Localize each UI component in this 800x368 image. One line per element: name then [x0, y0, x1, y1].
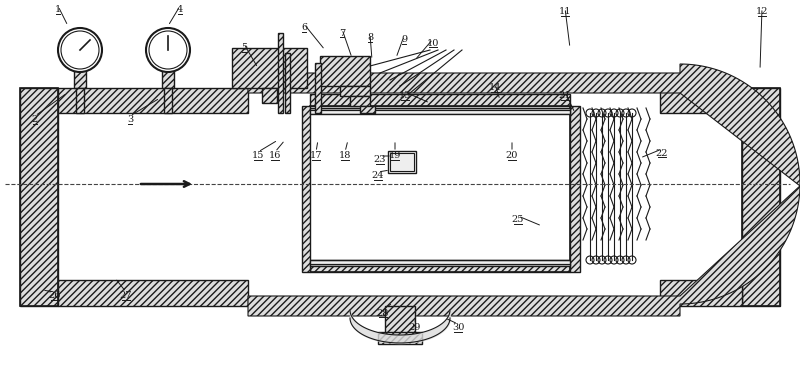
- Text: 25: 25: [512, 216, 524, 224]
- Text: 15: 15: [252, 152, 264, 160]
- Text: 23: 23: [374, 156, 386, 164]
- Bar: [388, 151, 416, 173]
- Text: 14: 14: [489, 84, 502, 92]
- Text: 12: 12: [756, 7, 768, 17]
- Bar: [310, 106, 570, 272]
- Text: 27: 27: [120, 291, 132, 301]
- Bar: [162, 70, 174, 88]
- Bar: [390, 153, 414, 171]
- Text: 9: 9: [401, 35, 407, 45]
- Bar: [742, 88, 780, 306]
- Text: 13: 13: [398, 92, 411, 100]
- Text: 29: 29: [409, 323, 421, 333]
- Bar: [232, 48, 307, 88]
- Bar: [76, 88, 84, 113]
- Bar: [310, 108, 570, 114]
- Text: 24: 24: [372, 171, 384, 180]
- Text: 6: 6: [301, 24, 307, 32]
- Bar: [58, 88, 248, 113]
- Bar: [310, 260, 570, 266]
- Bar: [278, 33, 283, 113]
- Text: 5: 5: [241, 43, 247, 53]
- Bar: [262, 88, 277, 103]
- Text: 8: 8: [367, 33, 373, 42]
- Bar: [320, 56, 370, 86]
- Text: 30: 30: [452, 323, 464, 333]
- Bar: [385, 306, 415, 334]
- Bar: [310, 260, 570, 272]
- Bar: [58, 280, 248, 306]
- Text: 11: 11: [558, 7, 571, 17]
- Bar: [660, 280, 742, 306]
- Bar: [74, 70, 86, 88]
- Bar: [20, 88, 58, 306]
- Text: 22: 22: [656, 149, 668, 158]
- Text: 21: 21: [558, 92, 571, 100]
- Text: 1: 1: [55, 6, 61, 14]
- Polygon shape: [248, 186, 800, 316]
- Text: 7: 7: [339, 28, 345, 38]
- Bar: [310, 94, 570, 106]
- Bar: [378, 332, 422, 344]
- Bar: [350, 96, 370, 106]
- Text: 3: 3: [127, 116, 133, 124]
- Bar: [20, 88, 58, 306]
- Text: 20: 20: [506, 152, 518, 160]
- Bar: [164, 88, 172, 113]
- Text: 10: 10: [427, 39, 439, 47]
- Text: 19: 19: [389, 152, 401, 160]
- Bar: [742, 88, 780, 306]
- Text: 28: 28: [377, 308, 389, 318]
- Circle shape: [146, 28, 190, 72]
- Text: 2: 2: [32, 116, 38, 124]
- Text: 16: 16: [269, 152, 281, 160]
- Bar: [570, 106, 580, 272]
- Circle shape: [58, 28, 102, 72]
- Text: 4: 4: [177, 6, 183, 14]
- Bar: [315, 63, 321, 113]
- Bar: [302, 106, 310, 272]
- Text: 26: 26: [49, 291, 61, 301]
- Bar: [340, 86, 370, 96]
- Bar: [285, 53, 290, 113]
- Bar: [360, 106, 375, 113]
- Text: 18: 18: [339, 152, 351, 160]
- Text: 17: 17: [310, 152, 322, 160]
- Polygon shape: [248, 64, 800, 186]
- Bar: [660, 88, 742, 113]
